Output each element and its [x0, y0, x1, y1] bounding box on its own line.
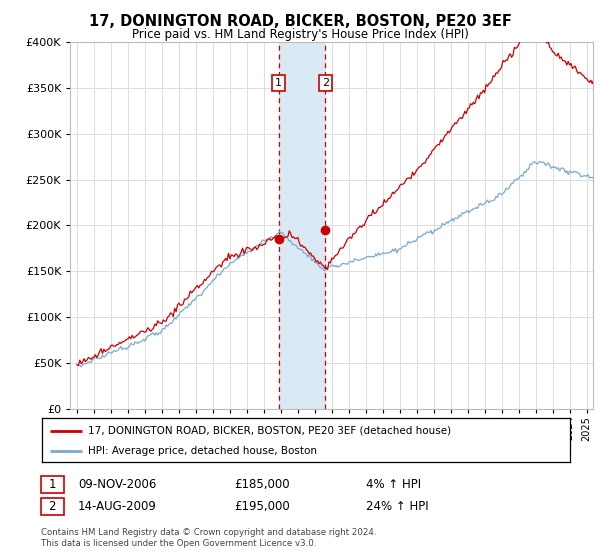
Text: 24% ↑ HPI: 24% ↑ HPI: [366, 500, 428, 514]
Text: 1: 1: [49, 478, 56, 491]
Bar: [278, 42, 325, 409]
Text: Price paid vs. HM Land Registry's House Price Index (HPI): Price paid vs. HM Land Registry's House …: [131, 28, 469, 41]
Text: £185,000: £185,000: [234, 478, 290, 491]
Text: 17, DONINGTON ROAD, BICKER, BOSTON, PE20 3EF: 17, DONINGTON ROAD, BICKER, BOSTON, PE20…: [89, 14, 511, 29]
Text: Contains HM Land Registry data © Crown copyright and database right 2024.
This d: Contains HM Land Registry data © Crown c…: [41, 528, 376, 548]
Text: 4% ↑ HPI: 4% ↑ HPI: [366, 478, 421, 491]
Text: 1: 1: [275, 78, 282, 88]
Text: 2: 2: [49, 500, 56, 514]
Text: 09-NOV-2006: 09-NOV-2006: [78, 478, 157, 491]
Text: £195,000: £195,000: [234, 500, 290, 514]
Text: 14-AUG-2009: 14-AUG-2009: [78, 500, 157, 514]
Text: 17, DONINGTON ROAD, BICKER, BOSTON, PE20 3EF (detached house): 17, DONINGTON ROAD, BICKER, BOSTON, PE20…: [88, 426, 452, 436]
Text: HPI: Average price, detached house, Boston: HPI: Average price, detached house, Bost…: [88, 446, 317, 456]
Text: 2: 2: [322, 78, 329, 88]
